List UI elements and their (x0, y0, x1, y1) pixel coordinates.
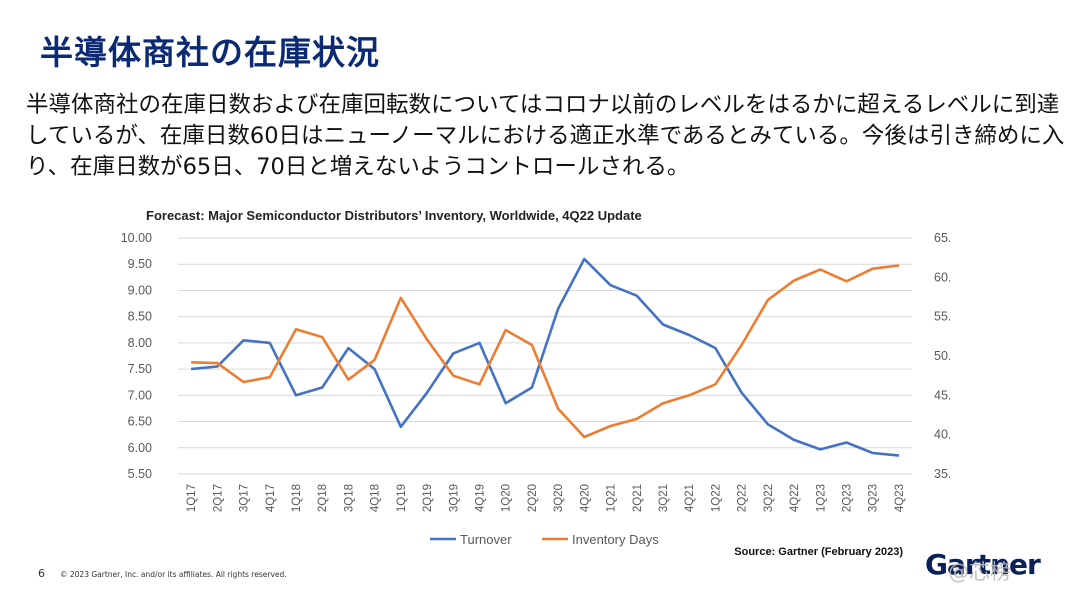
left-tick-label: 9.50 (128, 257, 152, 271)
x-tick-label: 1Q22 (710, 484, 722, 512)
x-tick-label: 1Q19 (396, 484, 408, 512)
x-axis-ticks: 1Q17 2Q17 3Q17 4Q17 1Q18 2Q18 3Q18 4Q18 1Q19 2Q19… (186, 484, 906, 512)
x-tick-label: 3Q22 (763, 484, 775, 512)
page-number: 6 (38, 567, 45, 580)
x-tick-label: 2Q19 (422, 484, 434, 512)
legend: Turnover Inventory Days (430, 532, 659, 547)
left-tick-label: 8.50 (128, 310, 152, 324)
right-tick-label: 45.0 (934, 388, 950, 402)
x-tick-label: 3Q21 (658, 484, 670, 512)
x-tick-label: 2Q17 (212, 484, 224, 512)
x-tick-label: 4Q18 (370, 484, 382, 512)
x-tick-label: 3Q17 (239, 484, 251, 512)
series-line-turnover (190, 257, 900, 457)
x-tick-label: 3Q20 (553, 484, 565, 512)
left-tick-label: 10.00 (121, 231, 152, 245)
right-tick-label: 60.0 (934, 270, 950, 284)
x-tick-label: 4Q19 (474, 484, 486, 512)
legend-label: Inventory Days (572, 532, 659, 547)
right-tick-label: 55.0 (934, 310, 950, 324)
left-tick-label: 7.50 (128, 362, 152, 376)
left-axis-ticks: 5.50 6.00 6.50 7.00 7.50 8.00 8.50 9.00 9.50 10.0… (121, 231, 152, 481)
chart: Forecast: Major Semiconductor Distributo… (100, 200, 959, 562)
x-tick-label: 1Q17 (186, 484, 198, 512)
x-tick-label: 2Q23 (841, 484, 853, 512)
right-axis-ticks: 35.0 40.0 45.0 50.0 55.0 60.0 65.0 (934, 231, 958, 481)
copyright: © 2023 Gartner, Inc. and/or its affiliat… (60, 570, 287, 579)
chart-title: Forecast: Major Semiconductor Distributo… (146, 208, 642, 223)
legend-label: Turnover (460, 532, 512, 547)
chart-svg: Forecast: Major Semiconductor Distributo… (121, 208, 959, 558)
x-tick-label: 2Q18 (317, 484, 329, 512)
series-layer (190, 257, 900, 457)
left-tick-label: 6.50 (128, 415, 152, 429)
right-tick-label: 65.0 (934, 231, 950, 245)
x-tick-label: 4Q17 (265, 484, 277, 512)
x-tick-label: 4Q21 (684, 484, 696, 512)
x-tick-label: 4Q22 (789, 484, 801, 512)
right-tick-label: 35.0 (934, 467, 950, 481)
watermark: @芯榜 (948, 560, 1011, 584)
left-tick-label: 8.00 (128, 336, 152, 350)
x-tick-label: 4Q23 (894, 484, 906, 512)
slide-title: 半導体商社の在庫状況 (40, 33, 380, 72)
right-tick-label: 40.0 (934, 428, 950, 442)
x-tick-label: 2Q20 (527, 484, 539, 512)
series-line-inventory-days (191, 264, 900, 439)
right-tick-label: 50.0 (934, 349, 950, 363)
chart-source: Source: Gartner (February 2023) (734, 546, 903, 558)
left-tick-label: 7.00 (128, 388, 152, 402)
x-tick-label: 2Q22 (737, 484, 749, 512)
gartner-logo: Gartner (925, 548, 1041, 581)
left-tick-label: 5.50 (128, 467, 152, 481)
x-tick-label: 1Q21 (606, 484, 618, 512)
grid-layer (178, 237, 912, 475)
x-tick-label: 3Q19 (448, 484, 460, 512)
x-tick-label: 3Q23 (868, 484, 880, 512)
x-tick-label: 3Q18 (343, 484, 355, 512)
x-tick-label: 1Q20 (501, 484, 513, 512)
x-tick-label: 1Q23 (815, 484, 827, 512)
left-tick-label: 9.00 (128, 283, 152, 297)
x-tick-label: 1Q18 (291, 484, 303, 512)
x-tick-label: 4Q20 (579, 484, 591, 512)
body-text: 半導体商社の在庫日数および在庫回転数についてはコロナ以前のレベルをはるかに超える… (26, 92, 1065, 180)
left-tick-label: 6.00 (128, 441, 152, 455)
x-tick-label: 2Q21 (632, 484, 644, 512)
